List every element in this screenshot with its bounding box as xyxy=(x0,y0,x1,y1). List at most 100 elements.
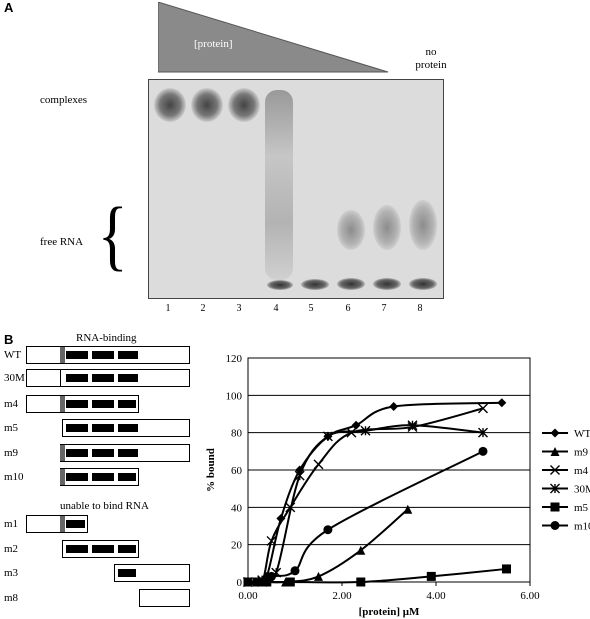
free-rna-brace: { xyxy=(97,191,128,278)
construct-diagram-m3 xyxy=(26,564,190,582)
gel-band xyxy=(337,278,365,290)
panel-a-label: A xyxy=(4,0,14,15)
y-tick-label: 60 xyxy=(231,465,243,477)
data-point-m5 xyxy=(262,577,272,587)
construct-name: m4 xyxy=(4,398,19,410)
panel-b-label: B xyxy=(4,332,14,347)
protein-gradient-wedge xyxy=(158,2,389,73)
data-point-30m xyxy=(407,420,418,431)
construct-diagram-m4 xyxy=(26,395,190,413)
construct-diagram-m9 xyxy=(26,444,190,462)
data-point-wt xyxy=(389,402,399,412)
data-point-30m xyxy=(322,431,333,442)
legend-entry: m5 xyxy=(574,502,589,514)
data-point-m9 xyxy=(356,545,366,555)
data-point-m4 xyxy=(313,459,324,470)
gel-band xyxy=(373,278,401,290)
data-point-m9 xyxy=(403,504,413,514)
binding-curve-chart: 0 20 40 60 80 100 120 0.00 2.00 4.00 6.00 [protein]… xyxy=(205,353,590,618)
gel-band xyxy=(301,279,329,290)
legend-marker xyxy=(550,521,560,530)
construct-name: m2 xyxy=(4,543,19,555)
legend-entry: m4 xyxy=(574,465,589,477)
legend-marker xyxy=(550,465,560,475)
lane-number: 5 xyxy=(308,303,314,314)
x-tick-label: 0.00 xyxy=(238,590,258,602)
data-point-m5 xyxy=(502,564,511,574)
data-point-wt xyxy=(497,398,507,408)
gel-image xyxy=(148,79,444,299)
lane-number: 8 xyxy=(417,303,423,314)
data-point-m10 xyxy=(267,571,276,581)
data-point-30m xyxy=(478,427,488,438)
unable-header: unable to bind RNA xyxy=(60,500,149,512)
construct-diagram-30m xyxy=(26,369,190,387)
construct-diagram-m8 xyxy=(26,589,190,607)
wedge-label: [protein] xyxy=(194,38,233,50)
legend-entry: m10 xyxy=(574,521,590,533)
data-point-m5 xyxy=(356,577,366,587)
x-tick-label: 4.00 xyxy=(426,590,446,602)
lane-number: 6 xyxy=(345,303,351,314)
data-point-30m xyxy=(360,425,371,436)
construct-diagram-wt xyxy=(26,346,190,364)
construct-name: WT xyxy=(4,349,22,361)
gel-band xyxy=(409,278,437,290)
legend-entry: WT xyxy=(574,428,590,440)
construct-name: m3 xyxy=(4,567,19,579)
legend-marker xyxy=(550,483,560,494)
lane-number: 2 xyxy=(200,303,206,314)
construct-diagram-m2 xyxy=(26,540,190,558)
gel-band xyxy=(409,200,437,250)
free-rna-label: free RNA xyxy=(40,236,84,248)
construct-diagram-m10 xyxy=(26,468,190,486)
legend-marker xyxy=(550,502,560,512)
construct-name: m1 xyxy=(4,518,19,530)
x-tick-label: 6.00 xyxy=(520,590,540,602)
legend-entry: 30M xyxy=(574,484,590,496)
gel-band xyxy=(337,210,365,250)
no-protein-label: no protein xyxy=(415,46,447,71)
data-point-m10 xyxy=(290,566,300,576)
x-tick-label: 2.00 xyxy=(332,590,352,602)
lane-number: 1 xyxy=(165,303,171,314)
data-point-m10 xyxy=(243,577,253,587)
construct-name: m5 xyxy=(4,422,19,434)
gel-band xyxy=(267,280,293,290)
legend-marker xyxy=(550,447,560,456)
gel-band xyxy=(373,205,401,250)
gel-smear xyxy=(265,90,293,280)
rna-binding-header: RNA-binding xyxy=(76,332,137,344)
data-point-m5 xyxy=(426,571,436,581)
y-tick-label: 120 xyxy=(226,353,243,365)
data-point-m5 xyxy=(285,577,295,587)
data-point-m4 xyxy=(346,427,357,438)
lane-number: 3 xyxy=(236,303,242,314)
construct-diagram-m1 xyxy=(26,515,190,533)
gel-band xyxy=(228,88,260,122)
lane-number: 7 xyxy=(381,303,387,314)
y-tick-label: 20 xyxy=(231,540,243,552)
data-point-m10 xyxy=(478,446,488,456)
y-axis-label: % bound xyxy=(205,448,217,492)
y-tick-label: 100 xyxy=(226,390,243,402)
construct-name: m8 xyxy=(4,592,19,604)
legend-marker xyxy=(550,428,560,438)
y-tick-label: 40 xyxy=(231,502,243,514)
data-point-wt xyxy=(295,465,305,475)
x-axis-label: [protein] μM xyxy=(359,606,420,618)
gel-band xyxy=(191,88,223,122)
data-point-wt xyxy=(351,420,361,430)
data-point-m10 xyxy=(255,577,265,587)
data-point-wt xyxy=(276,514,286,524)
complexes-label: complexes xyxy=(40,94,88,106)
construct-name: m10 xyxy=(4,471,24,483)
data-point-m10 xyxy=(323,525,333,535)
y-tick-label: 0 xyxy=(237,577,243,589)
construct-name: 30M xyxy=(4,372,25,384)
construct-diagram-m5 xyxy=(26,419,190,437)
data-point-m4 xyxy=(266,535,277,546)
data-point-m9 xyxy=(314,571,323,581)
lane-number: 4 xyxy=(273,303,279,314)
gel-band xyxy=(154,88,186,122)
